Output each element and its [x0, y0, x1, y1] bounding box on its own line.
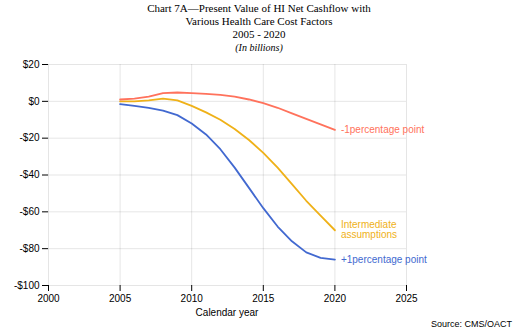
html-text:Source: CMS/OACT: Source: CMS/OACT	[431, 318, 512, 329]
svg-text:+1percentage point: +1percentage point	[341, 253, 427, 264]
svg-text:2010: 2010	[181, 292, 204, 303]
svg-text:2005: 2005	[109, 292, 132, 303]
svg-text:$0: $0	[28, 95, 40, 106]
svg-text:2000: 2000	[37, 292, 60, 303]
html-text:(In billions): (In billions)	[235, 41, 283, 53]
svg-text:-$80: -$80	[19, 242, 39, 253]
svg-text:2015: 2015	[252, 292, 275, 303]
svg-text:-$20: -$20	[19, 132, 39, 143]
svg-text:2020: 2020	[324, 292, 347, 303]
svg-text:Intermediateassumptions: Intermediateassumptions	[341, 219, 397, 240]
svg-text:$20: $20	[23, 58, 40, 69]
svg-text:-$100: -$100	[14, 279, 40, 290]
html-text:Chart 7A—Present Value of HI N: Chart 7A—Present Value of HI Net Cashflo…	[147, 2, 371, 41]
svg-text:-$60: -$60	[19, 206, 39, 217]
svg-text:2025: 2025	[395, 292, 418, 303]
svg-text:-$40: -$40	[19, 169, 39, 180]
svg-text:-1percentage point: -1percentage point	[341, 124, 425, 135]
html-text:Calendar year: Calendar year	[195, 306, 259, 318]
